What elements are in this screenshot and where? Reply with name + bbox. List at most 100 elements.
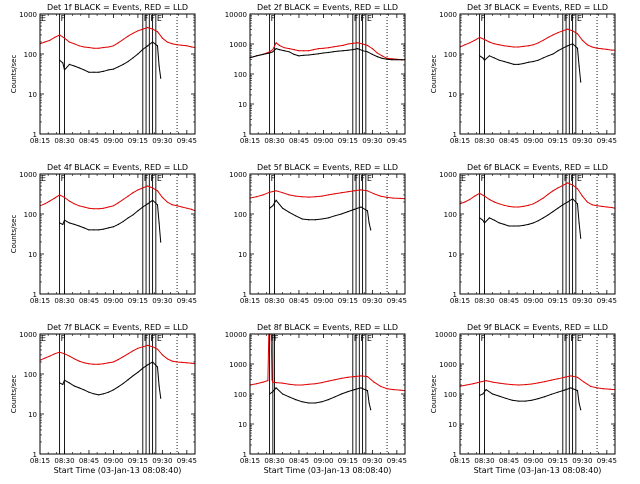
events-data-point — [132, 57, 134, 59]
lld-data-point — [303, 50, 305, 52]
lld-data-point — [107, 206, 110, 208]
lld-data-point — [142, 28, 144, 30]
lld-data-point — [366, 376, 369, 378]
y-tick-label: 100 — [234, 391, 247, 399]
lld-data-point — [181, 206, 183, 208]
lld-data-point — [186, 45, 188, 47]
x-tick-label: 08:15 — [240, 457, 260, 465]
x-tick-label: 08:45 — [79, 137, 99, 145]
lld-data-point — [562, 30, 564, 32]
lld-data-point — [132, 32, 134, 34]
lld-data-point — [572, 30, 574, 32]
lld-data-point — [98, 47, 100, 49]
events-data-point — [275, 199, 277, 201]
events-data-point — [288, 211, 290, 213]
events-data-point — [552, 211, 554, 213]
lld-data-point — [464, 201, 466, 203]
events-data-point — [158, 222, 160, 224]
events-data-point — [368, 402, 370, 404]
events-data-point — [142, 206, 144, 208]
lld-data-point — [308, 50, 310, 52]
lld-data-point — [191, 208, 193, 210]
x-tick-label: 08:45 — [79, 457, 99, 465]
events-data-point — [317, 53, 320, 55]
x-tick-label: 09:15 — [338, 297, 358, 305]
events-data-point — [293, 53, 295, 56]
x-tick-label: 09:45 — [597, 297, 617, 305]
events-data-point — [578, 65, 580, 67]
lld-data-point — [93, 363, 95, 365]
y-tick-label: 10 — [448, 251, 457, 259]
x-tick-label: 09:15 — [128, 457, 148, 465]
lld-data-point — [127, 35, 129, 37]
lld-data-point — [98, 208, 100, 210]
events-data-point — [282, 207, 284, 209]
y-tick-label: 1000 — [229, 171, 247, 179]
lld-data-point — [191, 46, 193, 48]
x-tick-label: 08:45 — [289, 457, 309, 465]
events-data-point — [59, 59, 61, 61]
lld-data-point — [386, 196, 388, 198]
x-tick-label: 09:15 — [128, 297, 148, 305]
events-data-point — [334, 396, 336, 398]
lld-data-point — [314, 383, 316, 385]
lld-data-point — [117, 42, 119, 44]
lld-data-point — [511, 384, 513, 386]
y-tick-label: 1000 — [19, 331, 37, 339]
lld-data-point — [340, 377, 342, 379]
lld-data-point — [532, 44, 535, 46]
lld-data-point — [379, 385, 382, 387]
event-marker-label: F — [271, 174, 276, 183]
detector-panel-7: Det 7f BLACK = Events, RED = LLD 1 10 100 10… — [10, 323, 197, 475]
event-marker-label: E — [461, 174, 466, 183]
events-data-point — [562, 47, 564, 49]
lld-data-point — [353, 190, 355, 192]
event-marker-label: E — [41, 174, 46, 183]
y-tick-label: 1000 — [439, 11, 457, 19]
y-tick-label: 1000 — [229, 41, 247, 49]
y-tick-label: 1 — [243, 291, 247, 299]
events-series-line — [59, 199, 162, 243]
events-data-point — [282, 393, 284, 395]
lld-data-point — [537, 382, 539, 384]
events-data-point — [59, 382, 61, 384]
events-data-point — [295, 215, 297, 217]
lld-data-point — [293, 49, 295, 51]
lld-data-point — [469, 42, 471, 44]
events-data-point — [488, 217, 490, 219]
lld-data-point — [314, 196, 316, 198]
detector-panel-5: Det 5f BLACK = Events, RED = LLD 1 10 100 10… — [229, 163, 407, 305]
x-tick-label: 09:45 — [177, 137, 197, 145]
x-tick-label: 08:45 — [499, 137, 519, 145]
lld-data-point — [107, 46, 110, 48]
events-data-point — [544, 396, 546, 398]
lld-data-point — [321, 382, 323, 384]
x-tick-label: 09:15 — [338, 457, 358, 465]
events-data-point — [483, 222, 486, 224]
events-data-point — [103, 393, 105, 395]
x-tick-label: 09:30 — [362, 457, 382, 465]
y-tick-label: 1000 — [19, 11, 37, 19]
lld-data-point — [606, 48, 608, 51]
events-series-line — [479, 387, 582, 410]
lld-data-point — [117, 358, 119, 361]
lld-data-point — [132, 350, 134, 352]
lld-data-point — [386, 388, 388, 390]
lld-data-point — [295, 384, 297, 386]
lld-data-point — [44, 203, 46, 205]
lld-data-point — [147, 185, 149, 187]
x-tick-label: 09:45 — [597, 137, 617, 145]
lld-data-point — [586, 44, 588, 46]
lld-data-point — [63, 353, 66, 355]
x-tick-label: 09:00 — [103, 137, 123, 145]
lld-data-point — [589, 385, 592, 387]
x-axis-label: Start Time (03-Jan-13 08:08:40) — [474, 466, 602, 475]
lld-data-point — [275, 382, 277, 384]
y-tick-label: 10 — [238, 251, 247, 259]
events-data-point — [557, 207, 559, 209]
events-data-point — [255, 55, 258, 57]
events-data-point — [62, 223, 64, 225]
events-data-point — [308, 219, 310, 221]
events-data-point — [508, 62, 510, 64]
detector-panel-2: Det 2f BLACK = Events, RED = LLD 1 10 100 10… — [225, 3, 407, 145]
